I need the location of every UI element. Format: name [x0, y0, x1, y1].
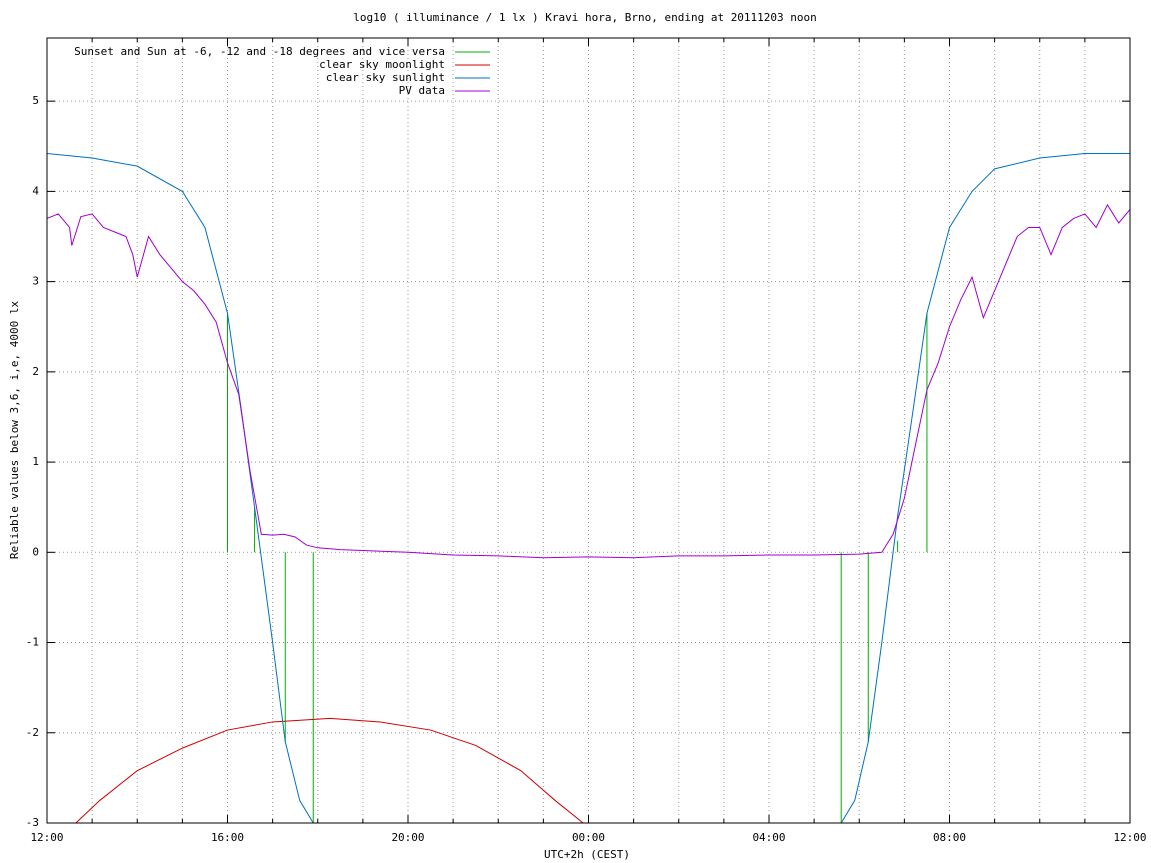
y-tick-label: 0 — [32, 545, 39, 558]
y-tick-label: 2 — [32, 365, 39, 378]
x-tick-label: 04:00 — [752, 831, 785, 844]
series-line — [75, 717, 584, 823]
x-tick-label: 12:00 — [1113, 831, 1146, 844]
x-tick-label: 12:00 — [30, 831, 63, 844]
y-axis-label: Reliable values below 3,6, i,e, 4000 lx — [8, 300, 21, 559]
x-tick-label: 16:00 — [211, 831, 244, 844]
series-line — [47, 203, 1130, 559]
legend-label: clear sky moonlight — [319, 58, 445, 71]
plot-frame — [46, 37, 1131, 824]
y-tick-label: -1 — [26, 636, 39, 649]
legend-label: PV data — [399, 84, 445, 97]
y-tick-label: -2 — [26, 726, 39, 739]
x-tick-label: 00:00 — [572, 831, 605, 844]
chart-title: log10 ( illuminance / 1 lx ) Kravi hora,… — [353, 11, 817, 24]
x-tick-label: 08:00 — [933, 831, 966, 844]
series-line — [227, 313, 928, 823]
y-tick-label: 1 — [32, 455, 39, 468]
x-tick-label: 20:00 — [391, 831, 424, 844]
y-tick-label: 3 — [32, 275, 39, 288]
legend-label: clear sky sunlight — [326, 71, 445, 84]
y-tick-label: 4 — [32, 184, 39, 197]
series-line — [47, 152, 1130, 823]
legend-label: Sunset and Sun at -6, -12 and -18 degree… — [74, 45, 445, 58]
y-tick-label: 5 — [32, 94, 39, 107]
y-tick-label: -3 — [26, 816, 39, 829]
x-axis-label: UTC+2h (CEST) — [544, 848, 630, 861]
